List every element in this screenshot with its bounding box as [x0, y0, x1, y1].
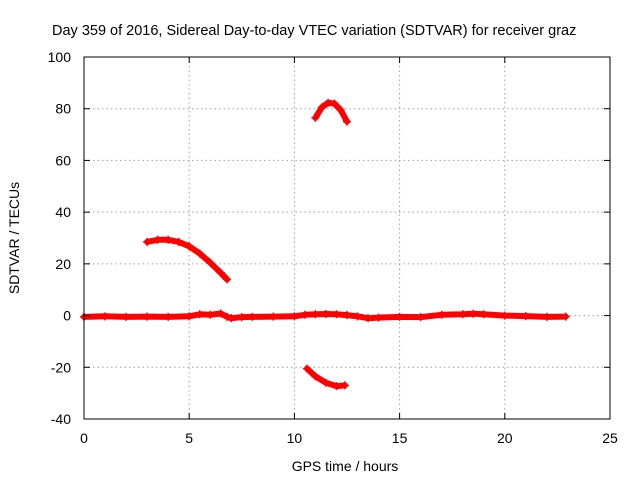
data-point: [479, 310, 488, 319]
data-point: [185, 312, 194, 321]
data-point: [223, 312, 232, 321]
chart-title: Day 359 of 2016, Sidereal Day-to-day VTE…: [52, 23, 576, 39]
series-arc-high: [312, 99, 350, 125]
y-tick-label: 40: [55, 204, 71, 220]
data-point: [332, 382, 341, 391]
data-point: [206, 258, 215, 267]
data-point: [185, 242, 194, 251]
data-point: [561, 312, 570, 321]
data-point: [343, 117, 351, 126]
data-point: [223, 275, 232, 284]
data-point: [469, 309, 478, 318]
data-point: [122, 312, 131, 321]
data-point: [343, 311, 351, 320]
y-tick-label: -20: [51, 359, 71, 375]
data-point: [321, 310, 330, 319]
data-point: [311, 113, 320, 122]
data-point: [330, 99, 339, 108]
y-tick-label: 100: [48, 49, 72, 65]
x-tick-label: 10: [287, 430, 303, 446]
data-point: [300, 310, 309, 319]
data-point: [374, 313, 383, 322]
data-point: [216, 309, 225, 318]
data-point: [542, 312, 551, 321]
data-point: [437, 310, 446, 319]
y-tick-label: -40: [51, 411, 71, 427]
data-series: [80, 98, 570, 391]
data-point: [143, 312, 152, 321]
data-point: [101, 312, 110, 321]
data-point: [195, 249, 204, 258]
data-point: [269, 312, 278, 321]
data-point: [321, 378, 330, 387]
y-tick-label: 20: [55, 256, 71, 272]
data-point: [395, 312, 404, 321]
data-point: [332, 310, 341, 319]
data-point: [164, 235, 173, 244]
x-tick-label: 15: [392, 430, 408, 446]
x-axis-label: GPS time / hours: [292, 458, 399, 474]
data-point: [290, 312, 299, 321]
grid: [84, 57, 610, 419]
data-point: [248, 312, 257, 321]
data-point: [237, 313, 246, 322]
data-point: [324, 98, 333, 107]
data-point: [143, 237, 152, 246]
axis-ticks: -40 -20 0 20 40 60 80 100 0 5 10 15 20 25: [48, 49, 618, 446]
data-point: [311, 310, 320, 319]
data-point: [340, 381, 349, 390]
data-point: [500, 311, 509, 320]
x-tick-label: 20: [497, 430, 513, 446]
data-point: [216, 268, 225, 277]
data-point: [353, 312, 362, 321]
data-point: [311, 372, 320, 381]
x-tick-label: 5: [185, 430, 193, 446]
data-point: [521, 312, 530, 321]
y-tick-label: 60: [55, 152, 71, 168]
x-tick-label: 25: [602, 430, 618, 446]
data-point: [174, 237, 183, 246]
data-point: [164, 312, 173, 321]
y-tick-label: 0: [63, 308, 71, 324]
y-tick-label: 80: [55, 101, 71, 117]
data-point: [336, 106, 345, 115]
data-point: [195, 310, 204, 319]
data-point: [153, 235, 162, 244]
data-point: [227, 314, 236, 323]
data-point: [206, 310, 215, 319]
data-point: [458, 310, 467, 319]
data-point: [364, 314, 373, 323]
data-point: [317, 103, 326, 112]
data-point: [416, 313, 425, 322]
x-tick-label: 0: [80, 430, 88, 446]
y-axis-label: SDTVAR / TECUs: [6, 182, 22, 294]
plot-frame: [83, 56, 611, 420]
data-point: [303, 364, 312, 373]
